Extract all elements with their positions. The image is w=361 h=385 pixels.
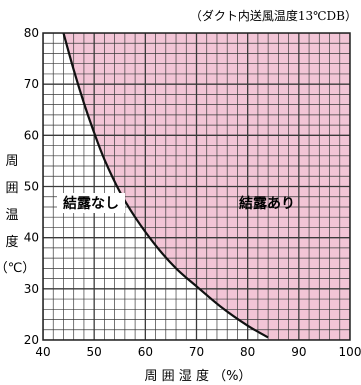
- grid: [43, 33, 350, 340]
- y-axis-label: 周 囲 温 度 （℃）: [0, 154, 35, 276]
- no-condensation-label: 結露なし: [63, 195, 119, 212]
- plot-area: [43, 33, 350, 340]
- y-label-char-1: 周: [5, 154, 18, 169]
- y-tick-label: 60: [24, 128, 39, 142]
- y-label-char-2: 囲: [5, 181, 18, 196]
- condensation-label: 結露あり: [239, 195, 295, 212]
- chart-note: （ダクト内送風温度13℃DB）: [190, 8, 357, 23]
- y-label-char-3: 温: [5, 208, 18, 223]
- y-label-unit: （℃）: [0, 261, 35, 276]
- y-tick-label: 80: [24, 26, 39, 40]
- y-tick-label: 30: [24, 282, 39, 296]
- y-tick-label: 40: [24, 231, 39, 245]
- plot-frame: [42, 32, 351, 341]
- x-tick-label: 80: [240, 345, 255, 359]
- region-label-no-condensation: 結露なし: [57, 193, 125, 213]
- x-tick-labels: 40 50 60 70 80 90 100: [35, 345, 361, 359]
- y-label-char-4: 度: [5, 234, 18, 250]
- x-tick-label: 70: [189, 345, 204, 359]
- y-tick-label: 20: [24, 333, 39, 347]
- x-tick-label: 40: [35, 345, 50, 359]
- boundary-curve: [62, 33, 269, 339]
- x-tick-label: 90: [291, 345, 306, 359]
- y-tick-labels: 20 30 40 50 60 70 80: [24, 26, 39, 347]
- x-tick-label: 50: [87, 345, 102, 359]
- x-axis-label: 周 囲 湿 度 （%）: [145, 368, 252, 384]
- x-tick-label: 60: [138, 345, 153, 359]
- y-tick-label: 70: [24, 77, 39, 91]
- y-tick-label: 50: [24, 180, 39, 194]
- x-tick-label: 100: [339, 345, 361, 359]
